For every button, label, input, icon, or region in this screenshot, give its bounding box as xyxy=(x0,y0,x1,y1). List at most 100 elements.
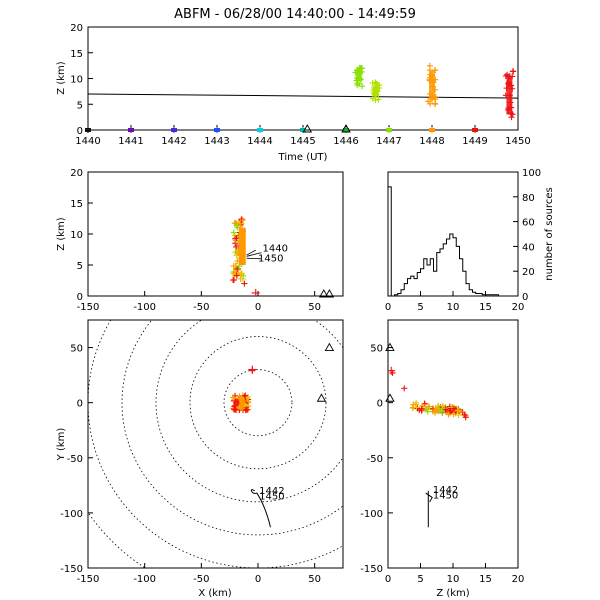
source-point xyxy=(354,82,361,89)
source-point xyxy=(238,216,245,223)
plan-view-xlabel: X (km) xyxy=(198,588,231,599)
x-tick-label: -100 xyxy=(133,302,156,313)
y-tick-label: 0 xyxy=(77,292,83,303)
source-point xyxy=(242,407,249,414)
y-tick-label: 20 xyxy=(70,23,83,34)
range-ring xyxy=(189,336,327,470)
source-cluster xyxy=(506,75,513,115)
x-tick-label: 1442 xyxy=(161,136,186,147)
ground-marker-cross xyxy=(128,127,134,133)
yz-xlabel: Z (km) xyxy=(436,588,469,599)
x-tick-label: 1444 xyxy=(247,136,272,147)
x-tick-label: 20 xyxy=(512,302,525,313)
ground-marker-cross xyxy=(429,127,435,133)
y-tick-label: -150 xyxy=(360,564,383,575)
y-tick-label: 0 xyxy=(522,292,528,303)
ground-marker-cross xyxy=(386,127,392,133)
y-tick-label: 40 xyxy=(522,242,535,253)
source-point xyxy=(234,271,241,278)
ground-marker-cross xyxy=(257,127,263,133)
source-point xyxy=(230,229,237,236)
station-triangle xyxy=(324,289,335,298)
source-point xyxy=(410,401,417,408)
source-point xyxy=(230,394,237,401)
source-point xyxy=(369,95,376,102)
annotation-label: 1442 xyxy=(433,485,458,496)
ground-marker-cross xyxy=(171,127,177,133)
source-point xyxy=(389,369,396,376)
source-point xyxy=(233,220,240,227)
source-point xyxy=(432,406,439,413)
yz-frame xyxy=(387,319,519,569)
y-tick-label: -100 xyxy=(60,509,83,520)
track-line xyxy=(250,489,271,528)
source-point xyxy=(424,408,431,415)
y-tick-label: -50 xyxy=(367,454,383,465)
y-tick-label: 10 xyxy=(70,75,83,86)
x-tick-label: 1450 xyxy=(505,136,530,147)
source-point xyxy=(455,407,462,414)
source-point xyxy=(442,406,449,413)
x-tick-label: 10 xyxy=(447,302,460,313)
x-tick-label: -150 xyxy=(77,574,100,585)
x-tick-label: 1449 xyxy=(462,136,487,147)
annotation-label: 1450 xyxy=(259,492,284,503)
annotation-label: 1442 xyxy=(259,486,284,497)
x-tick-label: 0 xyxy=(255,574,261,585)
source-cluster xyxy=(429,70,435,100)
y-tick-label: -50 xyxy=(67,454,83,465)
y-tick-label: 80 xyxy=(522,193,535,204)
source-point xyxy=(450,405,457,412)
range-ring xyxy=(155,320,343,503)
source-point xyxy=(439,405,446,412)
x-tick-label: 1445 xyxy=(290,136,315,147)
x-tick-label: 1440 xyxy=(75,136,100,147)
y-tick-label: 10 xyxy=(70,230,83,241)
source-cluster xyxy=(238,227,246,265)
y-tick-label: 20 xyxy=(522,267,535,278)
station-triangle xyxy=(341,124,351,133)
station-triangle xyxy=(385,393,395,402)
source-point xyxy=(413,404,420,411)
source-point xyxy=(432,67,439,74)
source-point xyxy=(239,217,246,224)
source-cluster xyxy=(373,86,380,97)
y-tick-label: 100 xyxy=(522,168,541,179)
station-triangle xyxy=(385,342,395,352)
y-tick-label: -150 xyxy=(60,564,83,575)
station-triangle xyxy=(316,393,327,402)
histogram-ylabel: number of sources xyxy=(544,187,555,280)
x-tick-label: -150 xyxy=(77,302,100,313)
source-point xyxy=(418,405,425,412)
source-point xyxy=(242,392,249,399)
track-line xyxy=(425,490,433,528)
station-triangle xyxy=(318,289,329,298)
source-point xyxy=(461,411,468,418)
time-height-ylabel: Z (km) xyxy=(56,61,67,94)
x-tick-label: 1443 xyxy=(204,136,229,147)
y-tick-label: 5 xyxy=(77,100,83,111)
source-point xyxy=(249,367,256,374)
source-point xyxy=(359,83,366,90)
source-point xyxy=(508,114,515,121)
source-point xyxy=(372,79,379,86)
x-tick-label: 1441 xyxy=(118,136,143,147)
range-ring xyxy=(121,320,343,536)
y-tick-label: 60 xyxy=(522,218,535,229)
x-tick-label: 1447 xyxy=(376,136,401,147)
x-tick-label: -100 xyxy=(133,574,156,585)
x-tick-label: 0 xyxy=(255,302,261,313)
x-tick-label: 20 xyxy=(512,574,525,585)
station-triangle xyxy=(302,124,313,133)
xz-ylabel: Z (km) xyxy=(56,217,67,250)
source-point xyxy=(375,96,382,103)
y-tick-label: 0 xyxy=(377,399,383,410)
source-point xyxy=(432,100,439,107)
range-ring xyxy=(223,369,293,437)
time-height-xlabel: Time (UT) xyxy=(278,152,328,163)
x-tick-label: -50 xyxy=(193,302,209,313)
time-height-frame xyxy=(87,26,519,131)
x-tick-label: 0 xyxy=(385,302,391,313)
x-tick-label: 5 xyxy=(417,302,423,313)
